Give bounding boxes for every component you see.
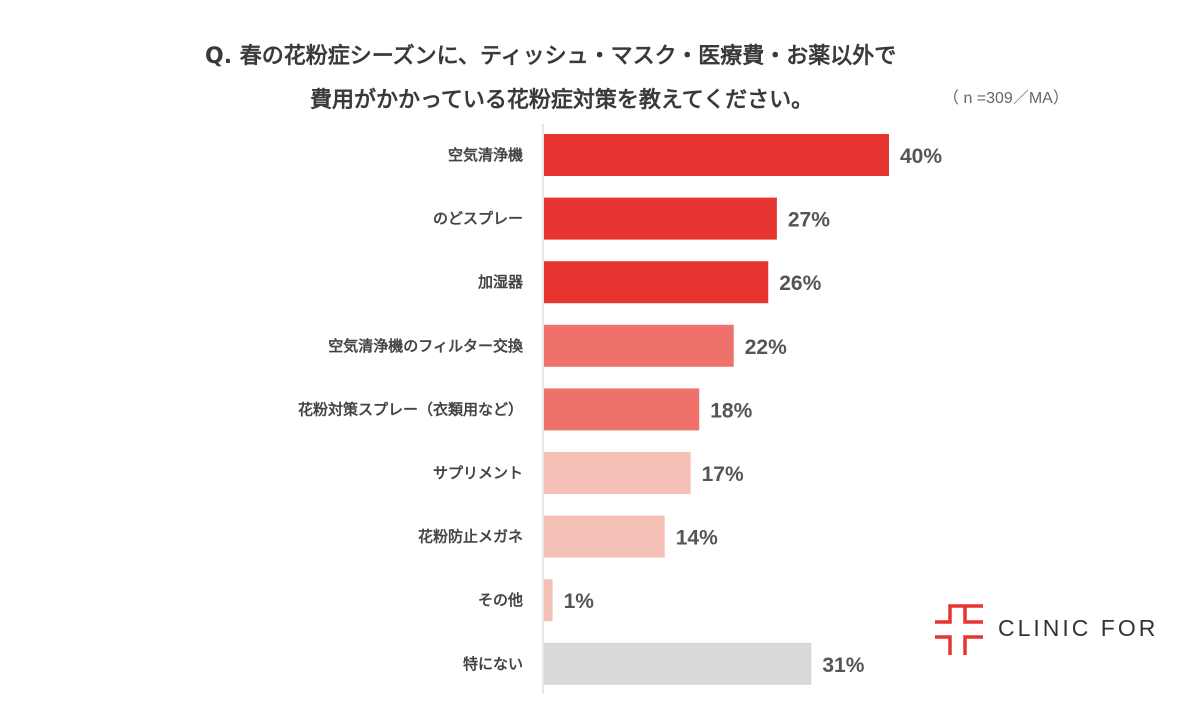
value-label: 1%: [564, 590, 595, 613]
bar: [544, 642, 812, 685]
sample-note: （ n =309／MA）: [943, 90, 1069, 107]
bar: [544, 261, 769, 304]
value-label: 27%: [788, 209, 830, 232]
bar: [544, 515, 665, 558]
category-label: 花粉防止メガネ: [418, 528, 523, 546]
category-label: その他: [478, 591, 523, 609]
bar: [544, 134, 889, 176]
value-label: 14%: [676, 527, 718, 550]
chart-title-line1: Q. 春の花粉症シーズンに、ティッシュ・マスク・医療費・お薬以外で: [205, 44, 897, 69]
value-label: 40%: [900, 145, 942, 168]
bar: [544, 324, 734, 367]
bar: [544, 452, 691, 494]
value-label: 31%: [822, 654, 864, 677]
category-label: 空気清浄機のフィルター交換: [328, 337, 524, 355]
bar: [544, 388, 700, 431]
chart-title-line2: 費用がかかっている花粉症対策を教えてください。: [310, 88, 814, 113]
category-label: 空気清浄機: [448, 146, 523, 164]
bar: [544, 579, 553, 622]
category-label: 特にない: [463, 655, 523, 673]
value-label: 17%: [702, 463, 744, 486]
category-label: サプリメント: [433, 464, 523, 482]
bar: [544, 197, 777, 240]
category-label: のどスプレー: [433, 210, 523, 228]
value-label: 22%: [745, 336, 787, 359]
value-label: 18%: [710, 399, 752, 422]
logo-text: CLINIC FOR: [998, 615, 1159, 641]
category-label: 加湿器: [477, 273, 524, 291]
category-label: 花粉対策スプレー（衣類用など）: [298, 400, 523, 418]
value-label: 26%: [779, 272, 821, 295]
